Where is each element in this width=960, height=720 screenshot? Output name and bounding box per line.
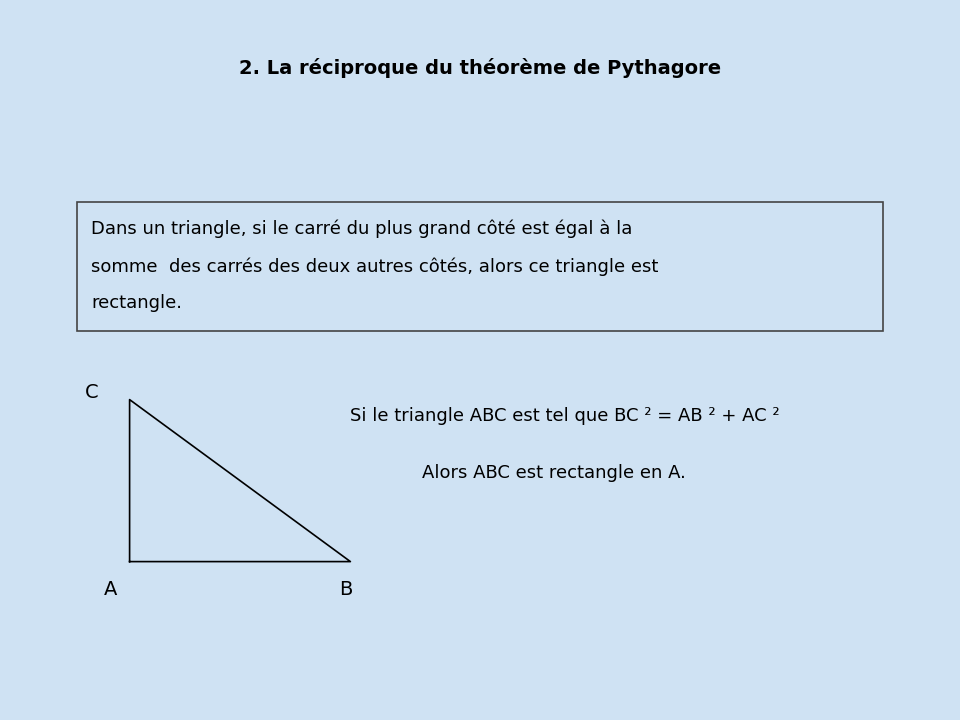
Text: B: B <box>339 580 352 598</box>
Text: A: A <box>104 580 117 598</box>
Text: Dans un triangle, si le carré du plus grand côté est égal à la: Dans un triangle, si le carré du plus gr… <box>91 220 633 238</box>
Text: Si le triangle ABC est tel que BC ² = AB ² + AC ²: Si le triangle ABC est tel que BC ² = AB… <box>350 407 780 425</box>
Text: 2. La réciproque du théorème de Pythagore: 2. La réciproque du théorème de Pythagor… <box>239 58 721 78</box>
Text: somme  des carrés des deux autres côtés, alors ce triangle est: somme des carrés des deux autres côtés, … <box>91 257 659 276</box>
Text: C: C <box>84 383 98 402</box>
Text: Alors ABC est rectangle en A.: Alors ABC est rectangle en A. <box>422 464 686 482</box>
Text: rectangle.: rectangle. <box>91 294 182 312</box>
